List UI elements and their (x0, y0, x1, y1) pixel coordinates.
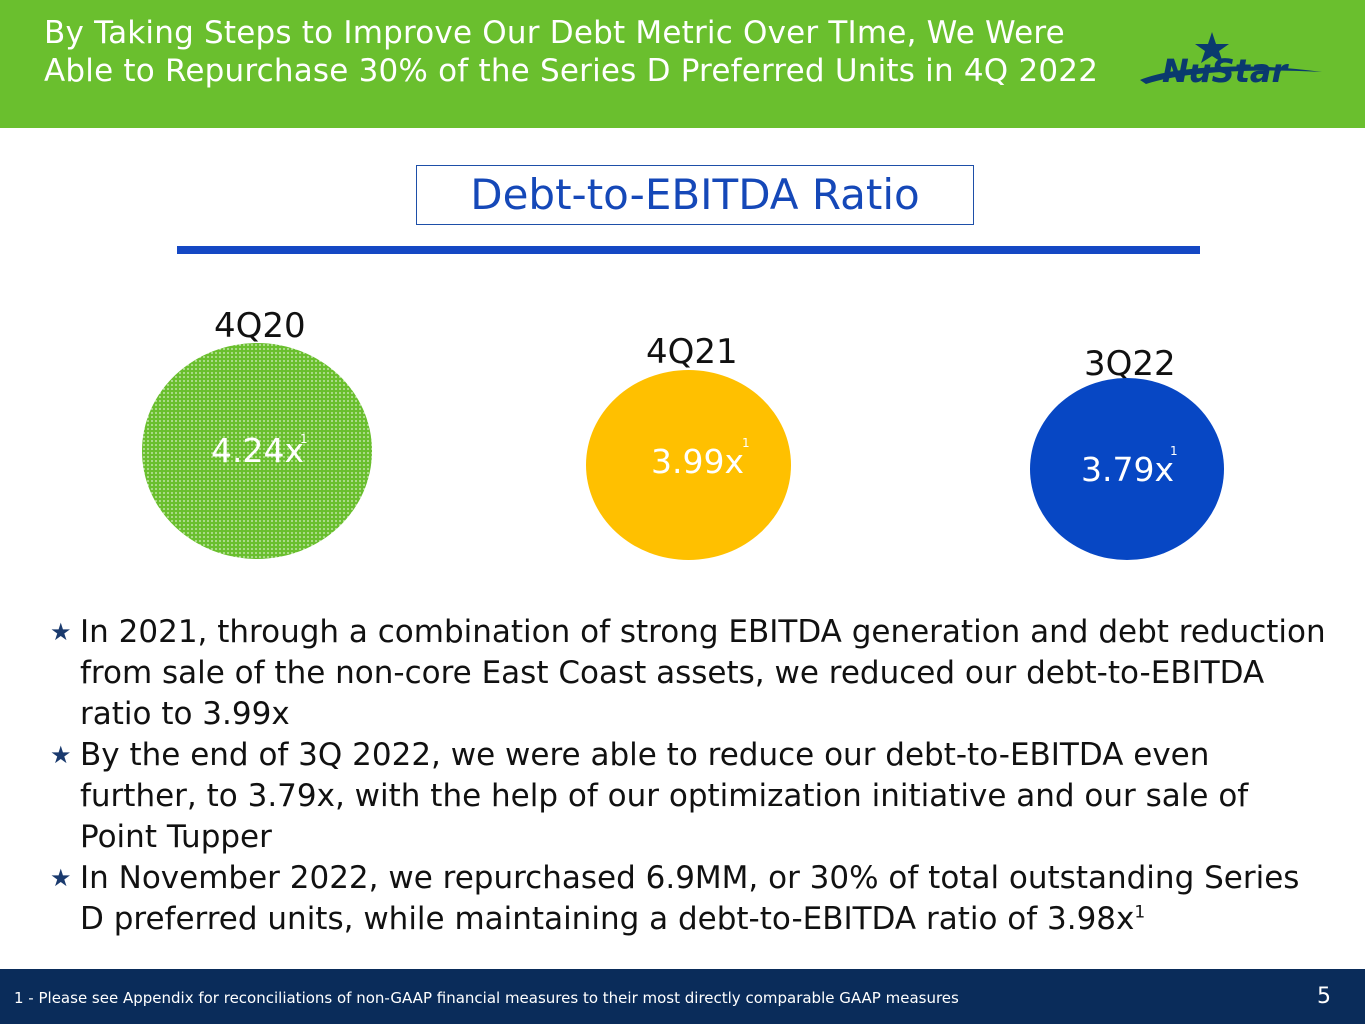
bullet-text: In November 2022, we repurchased 6.9MM, … (80, 860, 1300, 937)
ratio-bubble-4q20 (142, 343, 372, 559)
section-divider (177, 246, 1200, 254)
slide-title: By Taking Steps to Improve Our Debt Metr… (44, 15, 1099, 89)
star-icon: ★ (50, 864, 72, 892)
slide-header: By Taking Steps to Improve Our Debt Metr… (0, 0, 1365, 128)
nustar-logo: NuStar (1140, 32, 1322, 90)
bullet-text: By the end of 3Q 2022, we were able to r… (80, 737, 1249, 855)
ratio-value-4q20: 4.24x (211, 431, 305, 470)
bullet-item: ★ In November 2022, we repurchased 6.9MM… (50, 858, 1330, 940)
bullet-text: In 2021, through a combination of strong… (80, 614, 1326, 732)
footnote-text: 1 - Please see Appendix for reconciliati… (14, 989, 959, 1007)
star-icon: ★ (50, 741, 72, 769)
star-icon (1195, 32, 1229, 63)
bullet-item: ★ In 2021, through a combination of stro… (50, 612, 1330, 735)
period-label-4q20: 4Q20 (214, 306, 306, 346)
footnote-ref: 1 (300, 432, 308, 446)
page-number: 5 (1317, 984, 1331, 1009)
period-label-3q22: 3Q22 (1084, 344, 1176, 384)
bullet-item: ★ By the end of 3Q 2022, we were able to… (50, 735, 1330, 858)
bullet-list: ★ In 2021, through a combination of stro… (50, 612, 1330, 940)
period-label-4q21: 4Q21 (646, 332, 738, 372)
logo-wordmark: NuStar (1162, 52, 1290, 90)
footnote-ref: 1 (1134, 902, 1146, 923)
ratio-bubble-3q22 (1030, 378, 1224, 560)
ratio-value-3q22: 3.79x (1081, 450, 1175, 489)
footnote-ref: 1 (742, 436, 750, 450)
footnote-ref: 1 (1170, 444, 1178, 458)
star-icon: ★ (50, 618, 72, 646)
ratio-bubble-4q21 (586, 370, 791, 560)
section-title: Debt-to-EBITDA Ratio (416, 165, 974, 225)
slide-footer: 1 - Please see Appendix for reconciliati… (0, 969, 1365, 1024)
ratio-value-4q21: 3.99x (651, 442, 745, 481)
